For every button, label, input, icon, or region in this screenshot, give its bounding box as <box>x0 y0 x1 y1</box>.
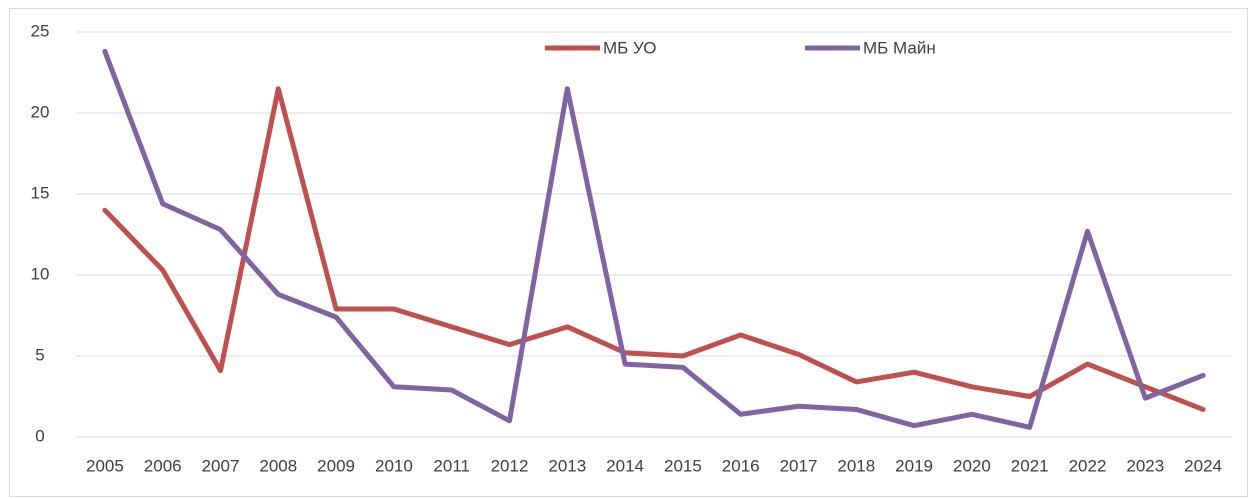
x-tick-label: 2024 <box>1184 456 1222 475</box>
y-tick-label: 20 <box>31 102 50 121</box>
x-tick-label: 2009 <box>317 456 355 475</box>
x-tick-label: 2023 <box>1126 456 1164 475</box>
x-tick-label: 2020 <box>953 456 991 475</box>
x-tick-label: 2006 <box>144 456 182 475</box>
x-tick-label: 2019 <box>895 456 933 475</box>
x-tick-label: 2012 <box>491 456 529 475</box>
y-tick-label: 0 <box>35 426 44 445</box>
y-tick-label: 10 <box>31 264 50 283</box>
chart-border <box>9 8 1248 497</box>
x-tick-label: 2018 <box>837 456 875 475</box>
x-tick-label: 2015 <box>664 456 702 475</box>
x-tick-label: 2016 <box>722 456 760 475</box>
y-tick-label: 25 <box>31 21 50 40</box>
x-tick-label: 2013 <box>548 456 586 475</box>
x-tick-label: 2008 <box>259 456 297 475</box>
x-tick-label: 2005 <box>86 456 124 475</box>
legend-label: МБ Майн <box>863 38 936 57</box>
x-tick-label: 2021 <box>1011 456 1049 475</box>
y-tick-label: 15 <box>31 183 50 202</box>
x-tick-label: 2014 <box>606 456 644 475</box>
legend-label: МБ УО <box>603 38 657 57</box>
series-line <box>102 86 1206 412</box>
x-tick-label: 2011 <box>433 456 470 475</box>
x-tick-label: 2007 <box>202 456 240 475</box>
series-line <box>102 48 1206 430</box>
y-tick-label: 5 <box>35 345 44 364</box>
x-tick-label: 2010 <box>375 456 413 475</box>
x-tick-label: 2017 <box>780 456 818 475</box>
x-tick-label: 2022 <box>1069 456 1107 475</box>
